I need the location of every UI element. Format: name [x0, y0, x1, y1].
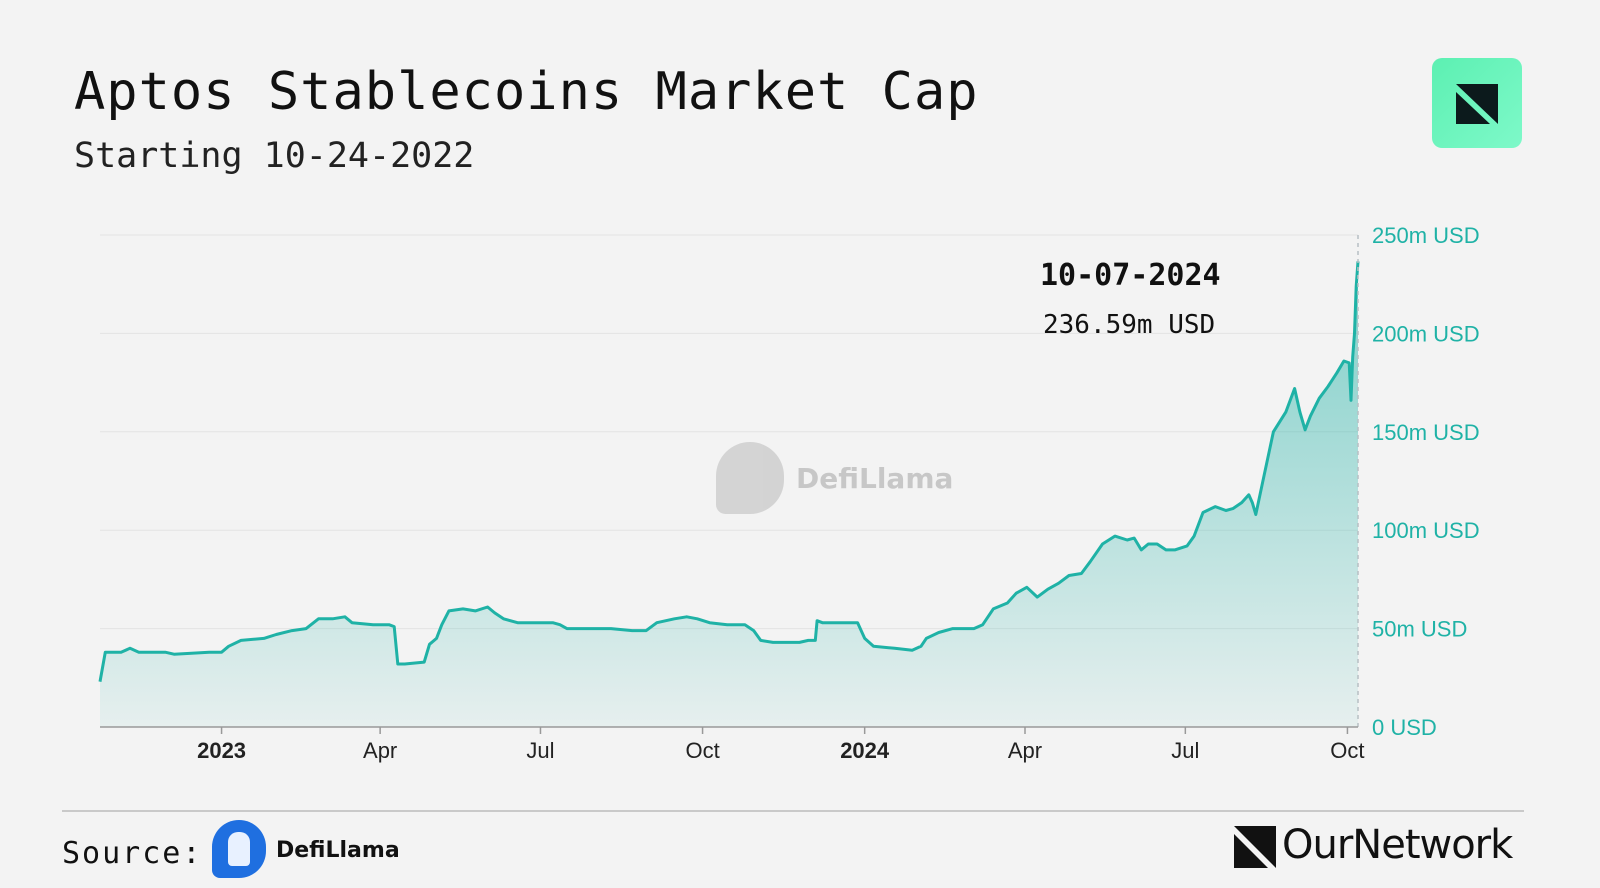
x-tick-label: Oct	[1330, 738, 1364, 763]
tooltip-value: 236.59m USD	[1043, 310, 1216, 340]
y-tick-label: 250m USD	[1372, 223, 1480, 248]
series-area	[100, 261, 1358, 727]
brand-name: OurNetwork	[1282, 822, 1513, 868]
y-axis-ticks: 0 USD 50m USD 100m USD 150m USD 200m USD 250m…	[1372, 223, 1480, 740]
watermark: DefiLlama	[716, 442, 953, 514]
x-tick-label: Apr	[363, 738, 397, 763]
series-line	[98, 261, 1360, 682]
chart-title: Aptos Stablecoins Market Cap	[74, 62, 979, 122]
llama-icon	[716, 442, 784, 514]
footer-divider	[62, 810, 1524, 812]
ournetwork-icon	[1234, 826, 1276, 868]
x-tick-label: 2023	[197, 738, 246, 763]
x-tick-label: Apr	[1008, 738, 1042, 763]
y-tick-label: 200m USD	[1372, 321, 1480, 346]
tooltip-date: 10-07-2024	[1040, 258, 1221, 293]
ournetwork-badge-icon	[1432, 58, 1522, 148]
source-name: DefiLlama	[276, 838, 400, 863]
x-tick-label: 2024	[840, 738, 890, 763]
source-label: Source:	[62, 836, 203, 871]
y-tick-label: 100m USD	[1372, 518, 1480, 543]
watermark-text: DefiLlama	[796, 461, 954, 495]
y-tick-label: 0 USD	[1372, 715, 1437, 740]
x-axis-ticks: 2023 Apr Jul Oct 2024 Apr Jul Oct	[197, 727, 1365, 763]
x-tick-label: Jul	[1171, 738, 1199, 763]
x-tick-label: Oct	[685, 738, 719, 763]
y-tick-label: 50m USD	[1372, 617, 1467, 642]
llama-icon	[212, 820, 266, 878]
x-tick-label: Jul	[526, 738, 554, 763]
y-tick-label: 150m USD	[1372, 420, 1480, 445]
chart-subtitle: Starting 10-24-2022	[74, 136, 475, 176]
